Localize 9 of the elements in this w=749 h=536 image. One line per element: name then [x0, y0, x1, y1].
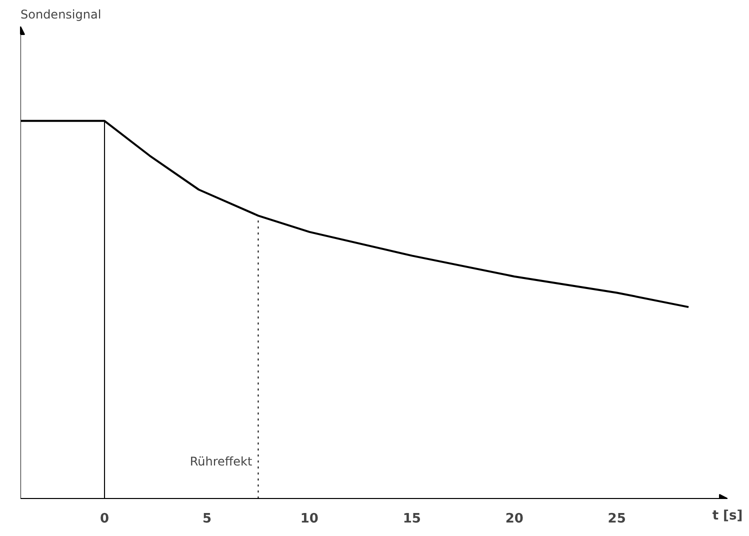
x-axis-title: t [s]	[712, 508, 743, 524]
x-tick-label: 10	[300, 512, 318, 526]
x-tick-label: 5	[202, 512, 212, 526]
x-tick-label: 15	[402, 512, 421, 526]
ref-line-label: Rühreffekt	[190, 454, 253, 468]
x-tick-label: 20	[505, 512, 524, 526]
text: Sondensignal	[20, 8, 102, 22]
x-tick-label: 25	[608, 512, 626, 526]
x-tick-label: 0	[100, 512, 110, 526]
